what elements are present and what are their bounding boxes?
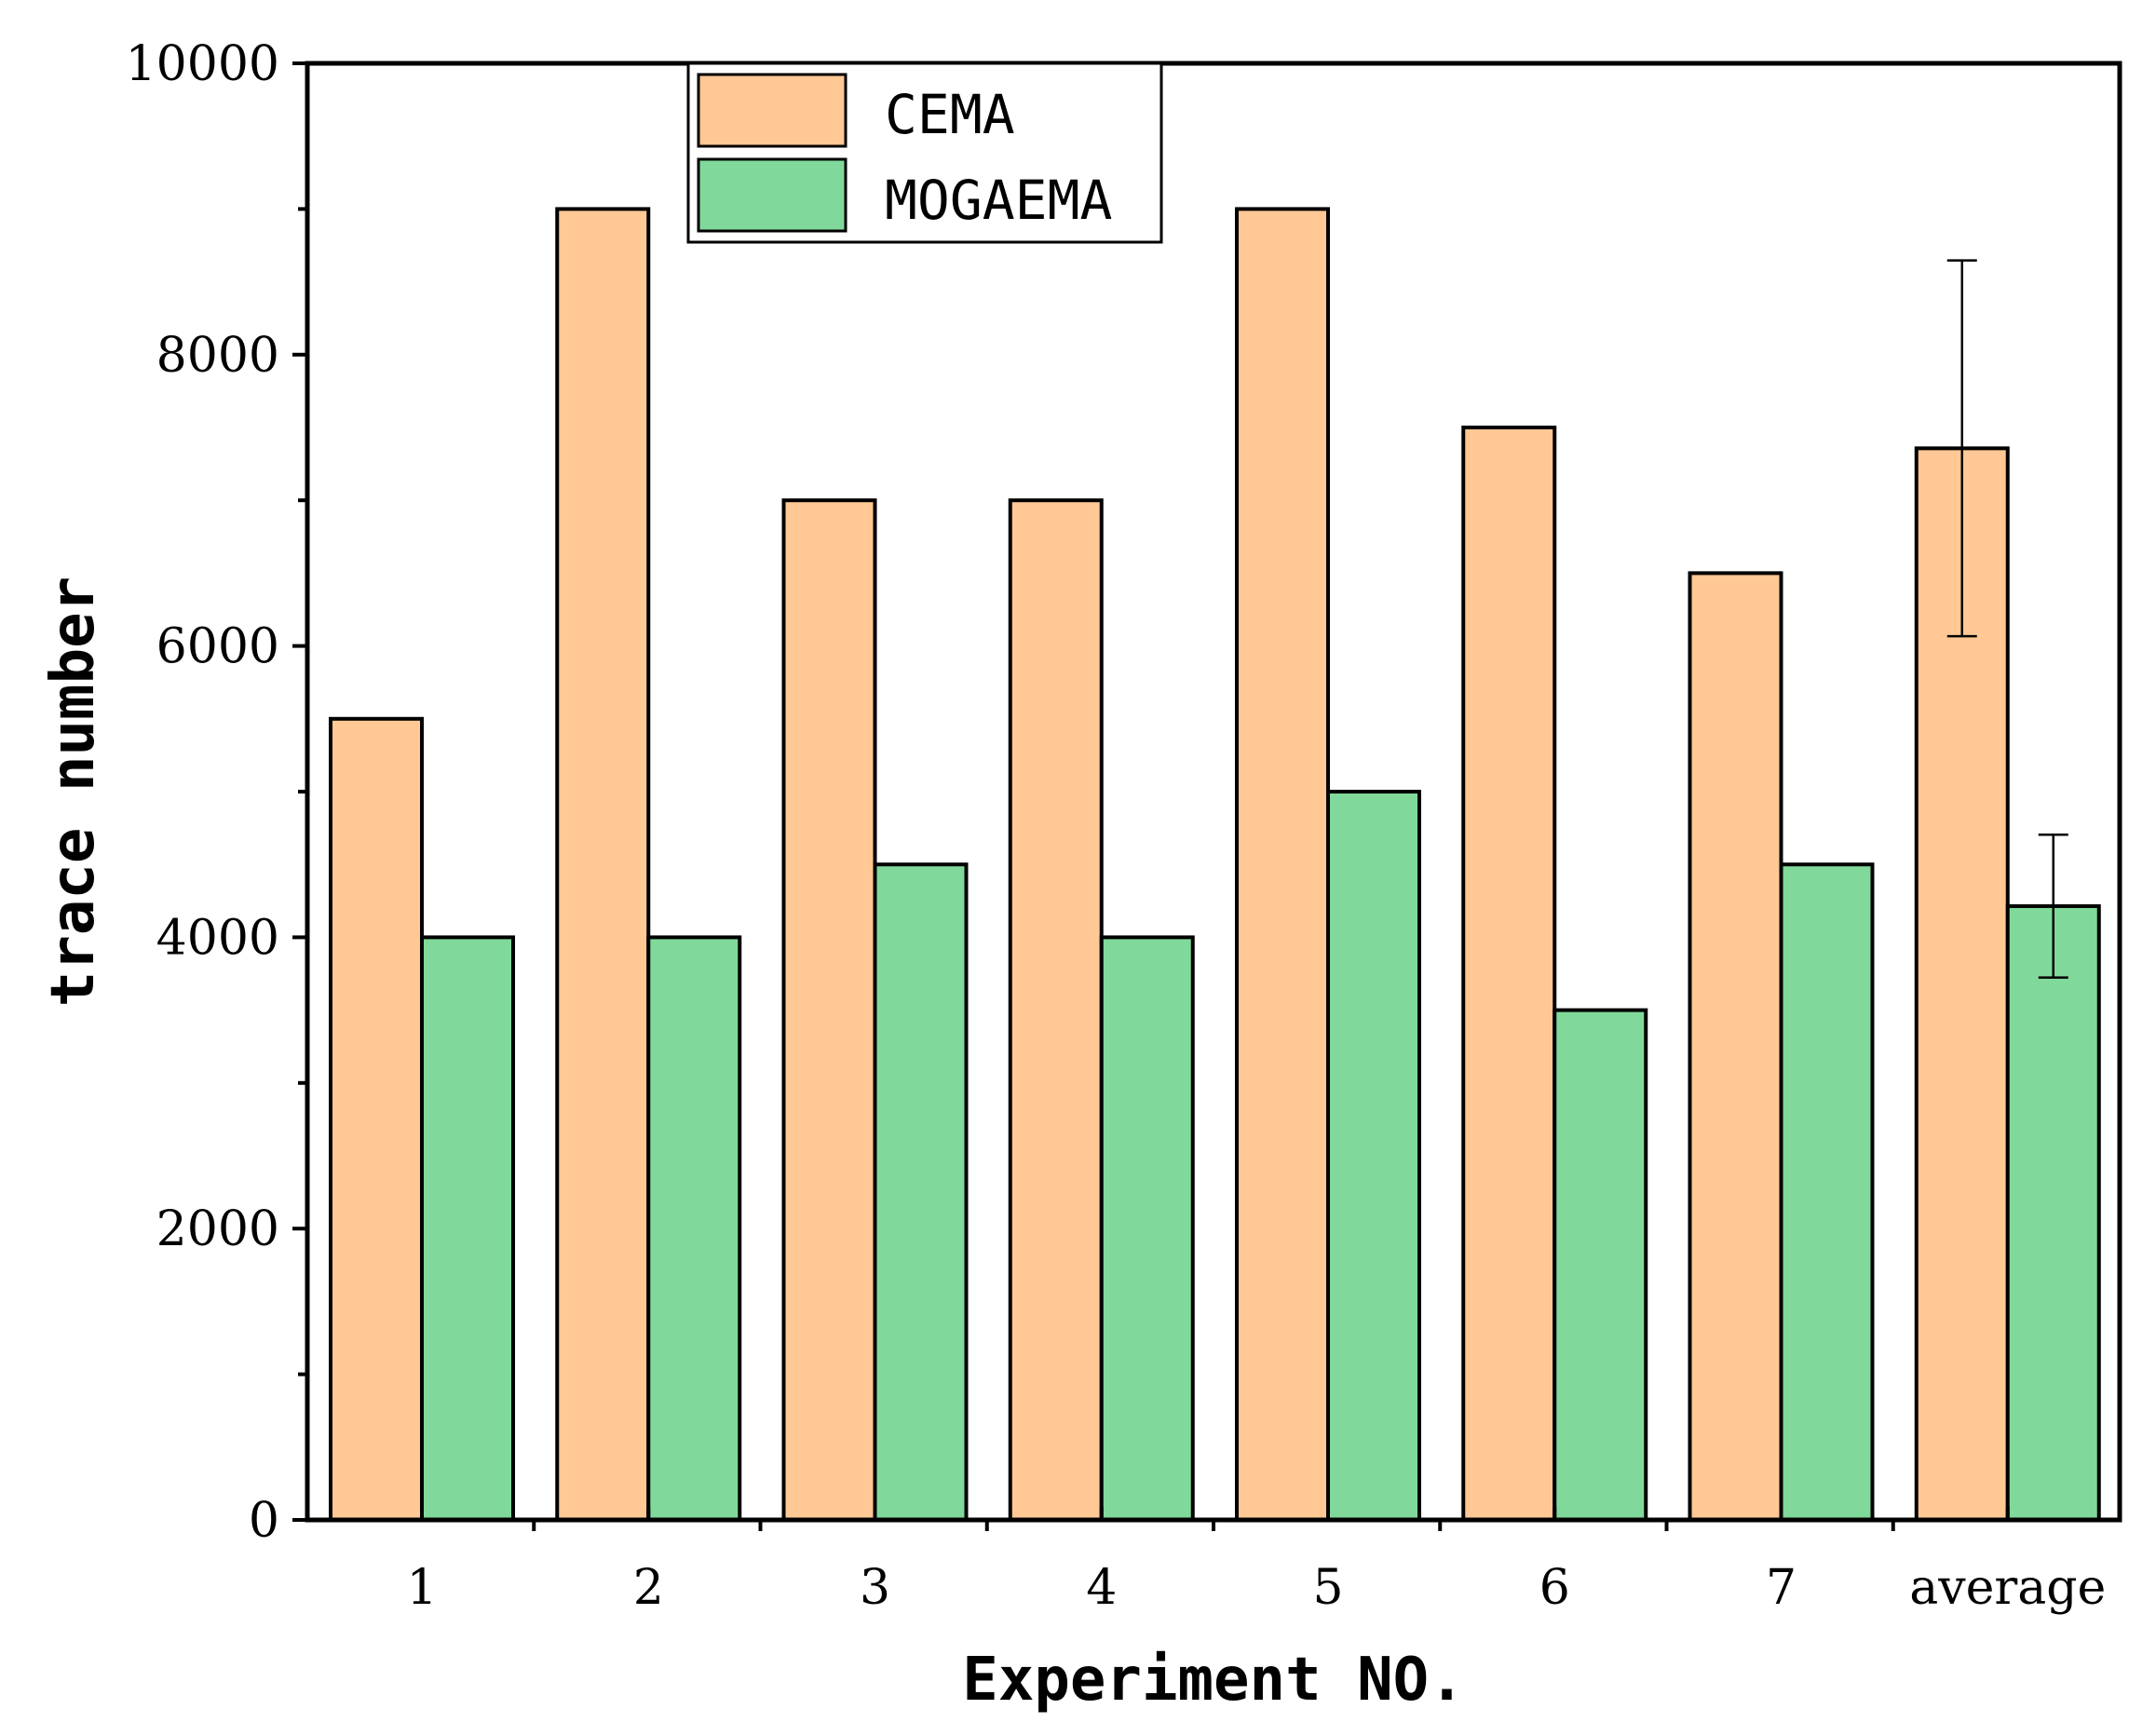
bar-mogaema-average [2005,903,2101,1522]
bar-mogaema-6 [1553,1008,1648,1522]
legend: CEMA MOGAEMA [686,61,1163,244]
x-tick-label-4: 4 [1086,1560,1117,1616]
legend-swatch-mogaema [697,157,847,233]
y-tick-label-6000: 6000 [156,619,279,675]
x-tick-label-6: 6 [1539,1560,1570,1616]
x-tick-label-average: average [1909,1560,2106,1616]
legend-label-cema: CEMA [885,83,1015,146]
bar-mogaema-2 [646,935,742,1522]
bar-mogaema-3 [873,862,969,1522]
x-axis-title: Experiment NO. [962,1646,1464,1715]
x-tick-label-2: 2 [633,1560,664,1616]
bars-layer [329,207,2101,1523]
y-tick-label-8000: 8000 [156,328,279,384]
bar-mogaema-4 [1099,935,1195,1522]
bar-cema-6 [1461,426,1557,1522]
bar-mogaema-1 [420,935,515,1522]
bar-cema-4 [1008,498,1104,1523]
bar-cema-5 [1235,207,1330,1522]
x-tick-label-5: 5 [1312,1560,1343,1616]
ticks-layer [292,61,2010,1531]
bar-cema-7 [1688,571,1783,1522]
x-tick-label-7: 7 [1766,1560,1797,1616]
x-tick-label-3: 3 [860,1560,890,1616]
legend-swatch-cema [697,73,847,148]
bar-cema-3 [781,498,877,1523]
bar-mogaema-5 [1326,790,1421,1522]
y-tick-label-4000: 4000 [156,910,279,966]
bar-cema-2 [555,207,651,1522]
tick-labels-layer: 1 2 3 4 5 6 7 average 0 2000 4000 6000 8000 10000 [126,36,2107,1616]
y-tick-label-0: 0 [249,1493,279,1549]
y-tick-label-10000: 10000 [126,36,279,92]
y-axis-title: trace number [39,576,108,1007]
legend-label-mogaema: MOGAEMA [885,169,1112,232]
x-tick-label-1: 1 [406,1560,437,1616]
y-tick-label-2000: 2000 [156,1201,279,1257]
bar-mogaema-7 [1779,862,1875,1522]
error-bars-layer [1946,259,2068,979]
bar-cema-1 [329,716,424,1522]
